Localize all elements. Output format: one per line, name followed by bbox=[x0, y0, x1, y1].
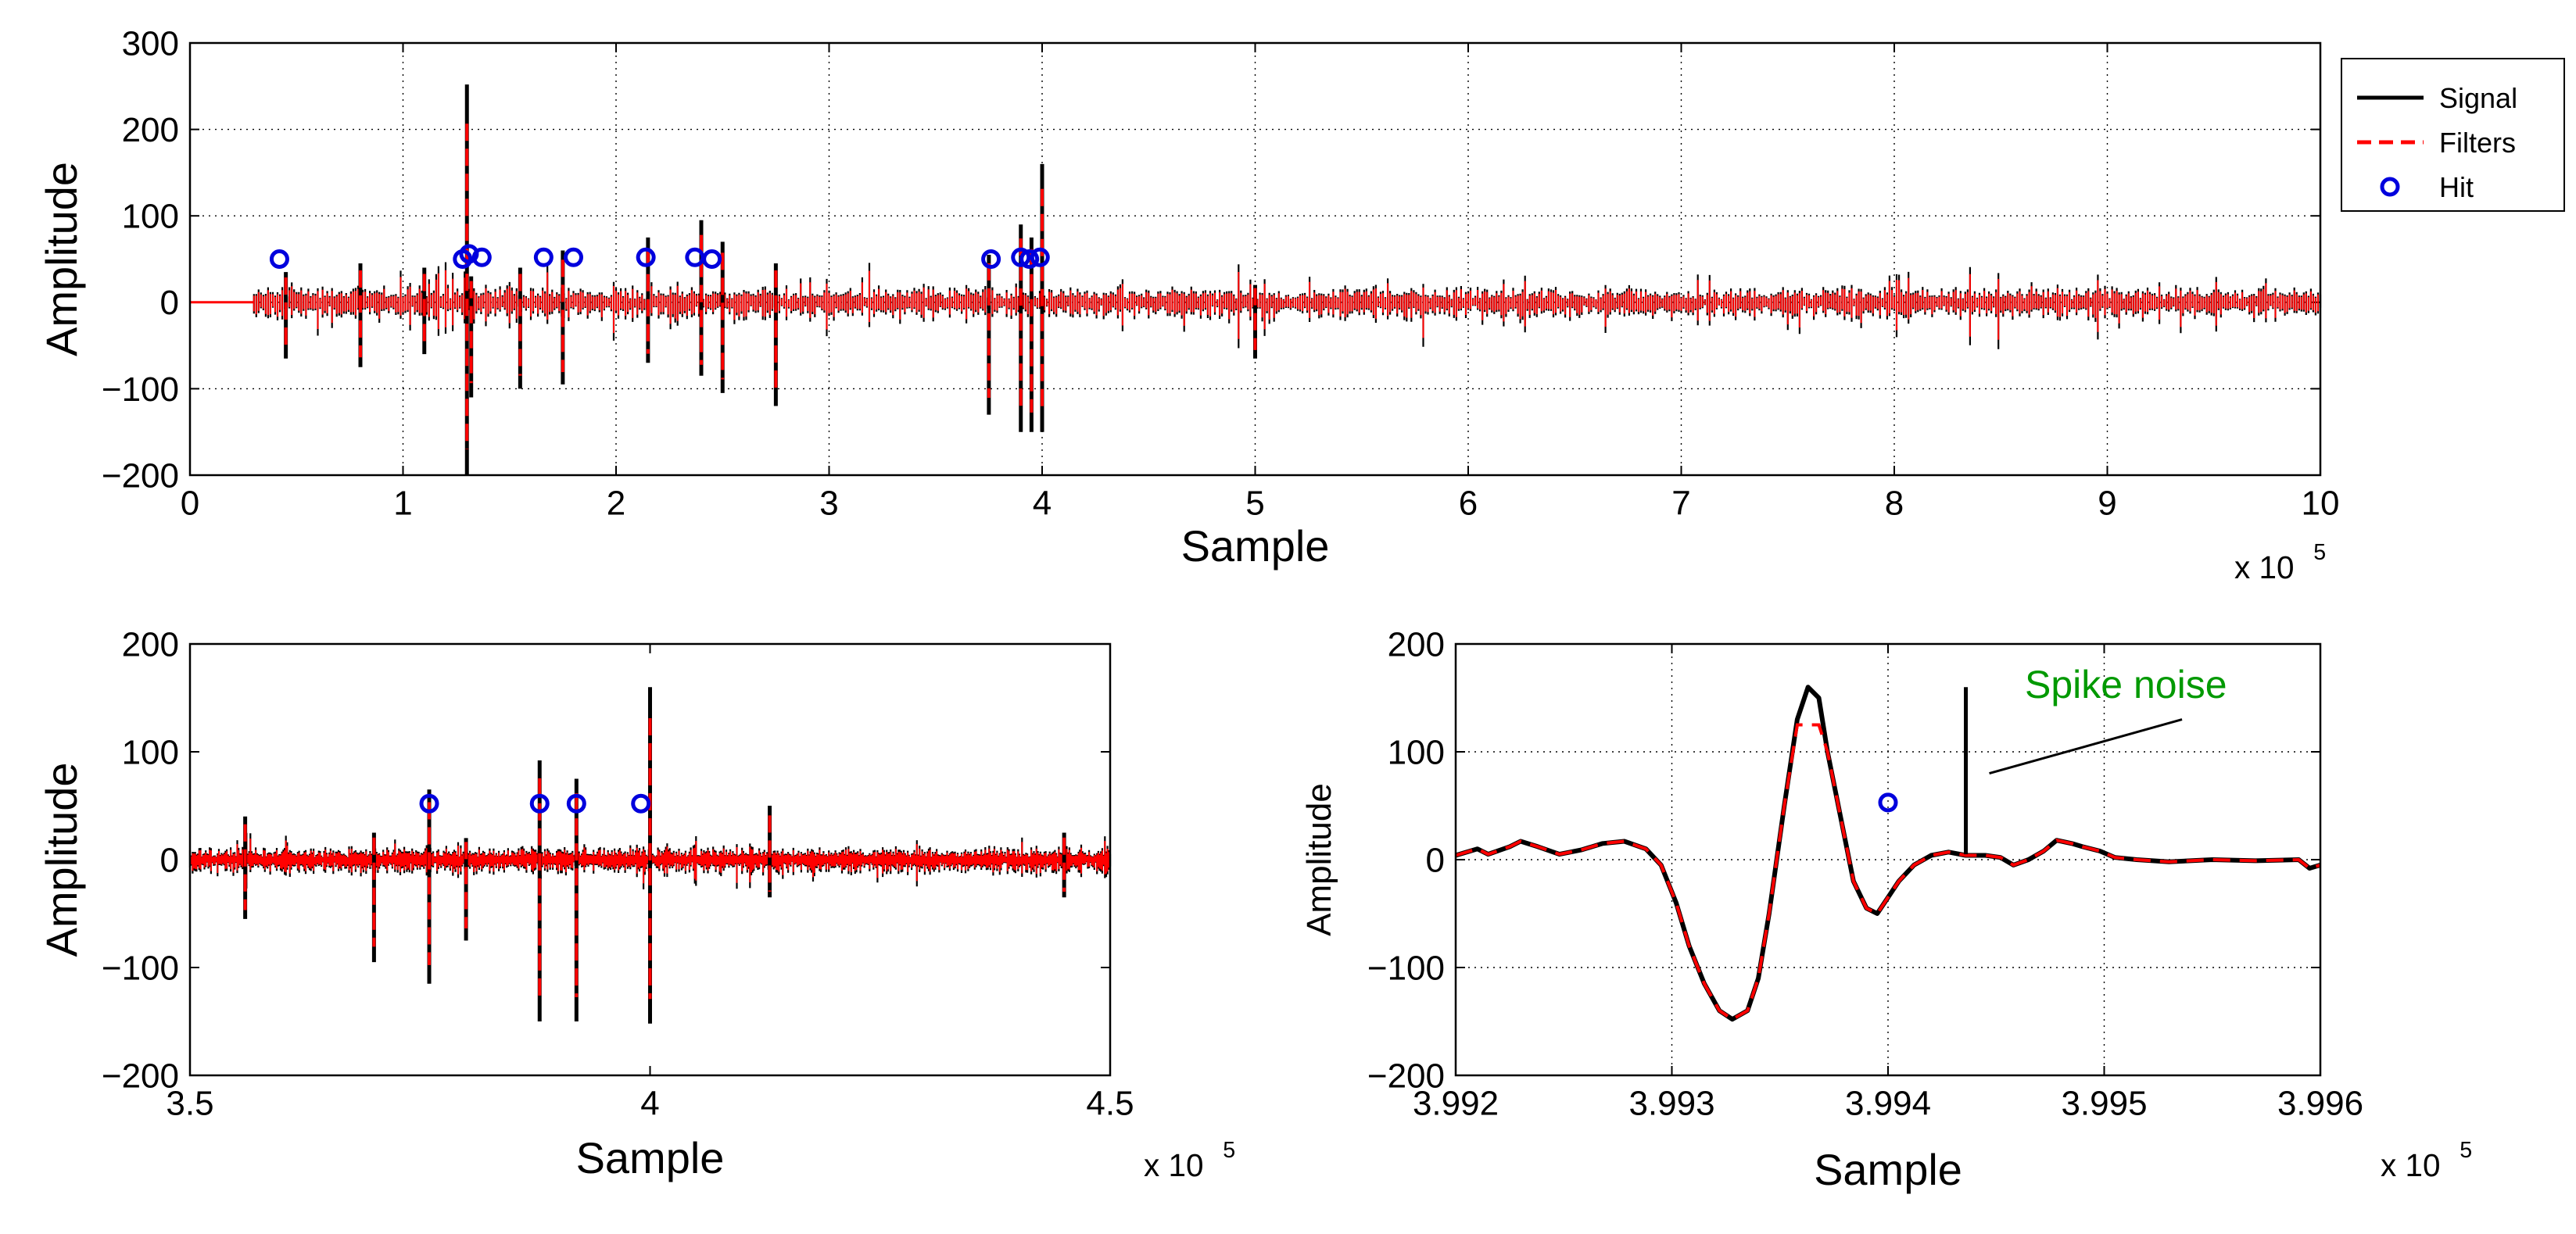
legend: Signal Filters Hit bbox=[2341, 58, 2565, 212]
x-tick-label: 3 bbox=[819, 485, 838, 523]
legend-box bbox=[2341, 58, 2565, 212]
x-tick-label: 1 bbox=[393, 485, 412, 523]
annotation-arrow bbox=[1989, 718, 2183, 775]
y-tick-label: 200 bbox=[122, 111, 179, 149]
x-tick-label: 3.996 bbox=[2277, 1085, 2363, 1123]
x-axis-label: Sample bbox=[576, 1133, 725, 1182]
plot-top: 0 1 2 3 4 5 6 7 8 9 10 −200 −100 0 100 200 300 Sample Ampl… bbox=[37, 24, 2565, 585]
filters-series bbox=[1455, 723, 2321, 1021]
y-tick-label: 0 bbox=[160, 841, 179, 879]
hit-marker bbox=[419, 793, 439, 814]
x-multiplier: x 10 bbox=[2381, 1147, 2441, 1183]
x-multiplier-exponent: 5 bbox=[2460, 1138, 2472, 1163]
x-tick-label: 0 bbox=[181, 485, 199, 523]
y-tick-label: −200 bbox=[102, 1057, 179, 1095]
hit-marker bbox=[533, 247, 554, 267]
y-tick-label: 200 bbox=[122, 625, 179, 663]
hit-marker bbox=[981, 249, 1001, 269]
y-tick-label: 0 bbox=[1426, 841, 1445, 879]
legend-hit-swatch bbox=[2380, 177, 2400, 197]
x-tick-label: 10 bbox=[2302, 485, 2340, 523]
hit-marker bbox=[566, 793, 586, 814]
y-axis-label: Amplitude bbox=[1300, 783, 1338, 936]
x-multiplier: x 10 bbox=[1144, 1147, 1204, 1183]
x-tick-label: 4.5 bbox=[1086, 1085, 1134, 1123]
legend-label: Signal bbox=[2439, 82, 2517, 114]
plot-bottom-left: 3.5 4 4.5 −200 −100 0 100 200 Sample Amplitude x 1… bbox=[37, 625, 1235, 1183]
x-tick-label: 3.992 bbox=[1413, 1085, 1499, 1123]
x-tick-label: 8 bbox=[1885, 485, 1904, 523]
x-tick-label: 3.993 bbox=[1628, 1085, 1714, 1123]
x-axis-label: Sample bbox=[1181, 521, 1330, 571]
y-tick-label: 100 bbox=[122, 733, 179, 771]
x-tick-label: 5 bbox=[1245, 485, 1264, 523]
x-multiplier-exponent: 5 bbox=[1223, 1138, 1235, 1163]
x-tick-label: 4 bbox=[1033, 485, 1052, 523]
x-tick-label: 7 bbox=[1671, 485, 1690, 523]
hit-marker bbox=[529, 793, 550, 814]
x-tick-label: 3.994 bbox=[1845, 1085, 1931, 1123]
y-tick-label: 0 bbox=[160, 284, 179, 322]
x-tick-label: 9 bbox=[2098, 485, 2116, 523]
hit-marker bbox=[1030, 247, 1050, 267]
hit-marker bbox=[1019, 249, 1040, 269]
plot-bottom-right: 3.992 3.993 3.994 3.995 3.996 −200 −100 0 100 200… bbox=[1300, 625, 2472, 1194]
hit-marker bbox=[1011, 247, 1031, 267]
y-tick-label: 100 bbox=[1388, 733, 1445, 771]
x-tick-label: 3.995 bbox=[2061, 1085, 2147, 1123]
plot-frame bbox=[1454, 642, 2322, 1077]
hit-marker bbox=[1878, 792, 1898, 813]
legend-label: Hit bbox=[2439, 171, 2474, 203]
plot-frame bbox=[188, 642, 1112, 1077]
y-tick-label: 200 bbox=[1388, 625, 1445, 663]
x-tick-label: 2 bbox=[607, 485, 625, 523]
y-axis-label: Amplitude bbox=[37, 762, 86, 957]
hit-marker bbox=[564, 247, 583, 267]
y-tick-label: −200 bbox=[1367, 1057, 1445, 1095]
hit-marker bbox=[269, 249, 289, 269]
hit-marker bbox=[631, 793, 651, 814]
x-axis-label: Sample bbox=[1814, 1145, 1962, 1194]
plot-frame bbox=[188, 41, 2322, 477]
annotation-label: Spike noise bbox=[2025, 663, 2227, 706]
y-tick-label: 300 bbox=[122, 24, 179, 63]
y-tick-label: −100 bbox=[1367, 949, 1445, 987]
y-tick-label: −100 bbox=[102, 949, 179, 987]
x-tick-label: 6 bbox=[1459, 485, 1478, 523]
hit-marker bbox=[636, 247, 656, 267]
y-axis-label: Amplitude bbox=[37, 162, 86, 356]
x-multiplier-exponent: 5 bbox=[2313, 540, 2326, 565]
hit-marker bbox=[702, 249, 722, 269]
y-tick-label: −100 bbox=[102, 370, 179, 409]
x-tick-label: 3.5 bbox=[166, 1085, 213, 1123]
y-tick-label: −200 bbox=[102, 456, 179, 495]
y-tick-label: 100 bbox=[122, 198, 179, 236]
legend-label: Filters bbox=[2439, 127, 2516, 159]
x-tick-label: 4 bbox=[640, 1085, 659, 1123]
x-multiplier: x 10 bbox=[2234, 549, 2295, 585]
hit-marker bbox=[471, 247, 492, 267]
